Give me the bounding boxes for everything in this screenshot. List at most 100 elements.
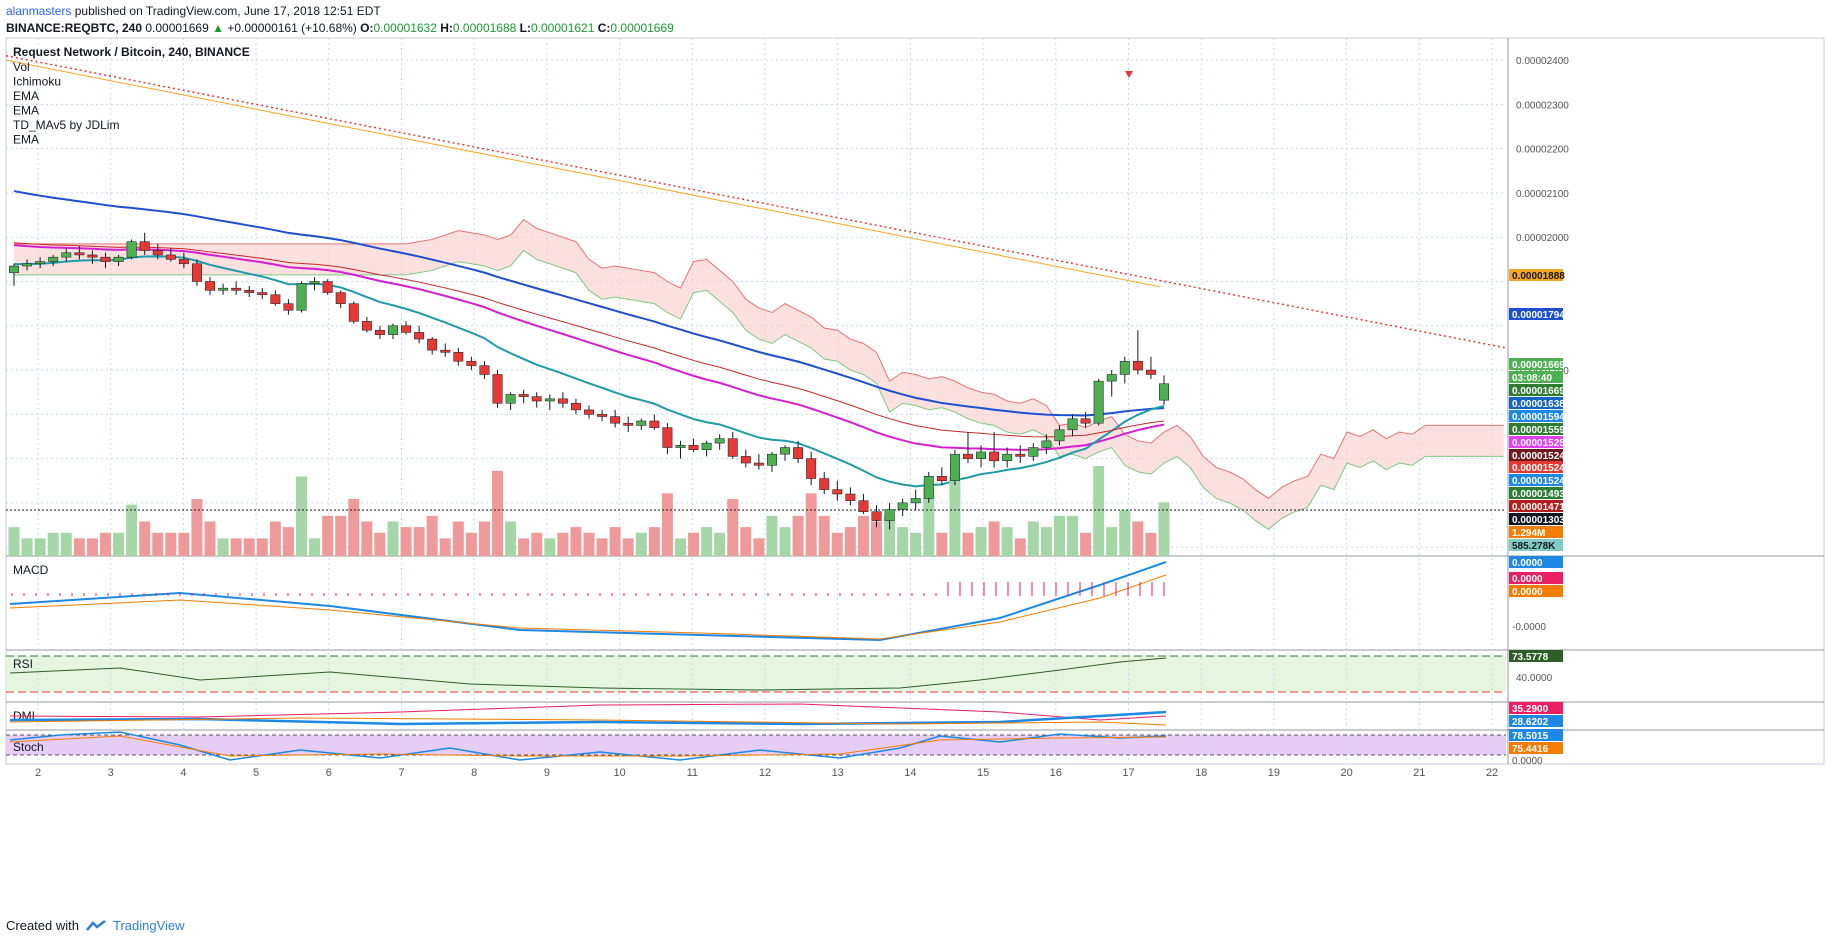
volume-bar [178, 532, 190, 556]
price-label: 0.00001524 [1509, 449, 1565, 462]
volume-bar [1014, 538, 1026, 556]
candle [283, 299, 294, 315]
rsi-level-label: 40.0000 [1516, 673, 1553, 684]
candle [989, 432, 1000, 468]
cloud-span-b [14, 249, 1504, 531]
candle [152, 243, 163, 260]
volume-bar [1053, 515, 1065, 556]
price-label: 0.00001669 [1509, 384, 1565, 397]
candle [976, 445, 986, 468]
volume-bar [674, 538, 686, 556]
candle [662, 423, 673, 455]
svg-text:0.00001888: 0.00001888 [1512, 271, 1565, 282]
volume-bar [740, 527, 752, 556]
volume-bar [230, 538, 242, 556]
pane-name: MACD [13, 563, 49, 577]
volume-bar [857, 515, 869, 556]
volume-bar [1027, 521, 1039, 556]
x-tick-label: 13 [832, 767, 844, 779]
volume-bar [1040, 527, 1052, 556]
candle [688, 438, 699, 452]
candle [584, 405, 594, 419]
volume-bar [322, 515, 334, 556]
ema-teal [13, 255, 1165, 488]
candle [48, 254, 59, 267]
volume-bar [779, 527, 791, 556]
candle [1106, 370, 1117, 397]
volume-bar [86, 538, 98, 556]
indicator-label: EMA [13, 89, 39, 103]
ema-red [13, 242, 1165, 438]
volume-bar [792, 515, 804, 556]
volume-bar [544, 538, 556, 556]
tradingview-brand[interactable]: TradingView [112, 918, 185, 933]
volume-bar [505, 521, 517, 556]
candle [1067, 414, 1078, 437]
candle [936, 467, 947, 486]
candle [61, 248, 72, 262]
footer: Created with TradingView [6, 918, 185, 933]
ema-long [5, 59, 1161, 288]
candle [100, 252, 111, 269]
price-label: 1.294M [1509, 526, 1563, 539]
candle [178, 252, 189, 269]
created-with-text: Created with [6, 918, 79, 933]
volume-bar [296, 476, 307, 556]
candle [610, 409, 621, 428]
candle [1054, 425, 1065, 446]
dmi-label: 28.6202 [1509, 715, 1563, 728]
volume-bar [361, 521, 373, 556]
volume-bar [1119, 510, 1131, 556]
volume-bar [949, 476, 961, 556]
x-tick-label: 3 [108, 767, 114, 779]
pane-name: Stoch [13, 740, 44, 754]
x-tick-label: 7 [398, 767, 404, 779]
macd-signal [9, 574, 1167, 640]
svg-text:73.5778: 73.5778 [1512, 652, 1549, 663]
dmi-minus [9, 717, 1167, 726]
candle [401, 321, 412, 335]
y-tick-label: 0.00002100 [1516, 189, 1569, 200]
x-tick-label: 5 [253, 767, 259, 779]
y-tick-label: 0.00002200 [1516, 145, 1569, 156]
candle [570, 398, 581, 415]
candle [793, 440, 804, 464]
x-tick-label: 11 [687, 767, 698, 779]
volume-bar [465, 532, 477, 556]
x-tick-label: 21 [1413, 767, 1425, 779]
cloud-span-a [14, 218, 1504, 500]
volume-bar [661, 493, 673, 556]
ichimoku-cloud [14, 219, 1504, 530]
volume-bar [936, 532, 948, 556]
volume-bar [818, 515, 830, 556]
candle [113, 254, 124, 267]
macd-line [9, 561, 1167, 642]
volume-bar [1145, 532, 1157, 556]
candle [832, 480, 843, 501]
volume-bar [191, 499, 203, 556]
volume-bar [988, 521, 1000, 556]
candle [296, 281, 307, 313]
candle [1002, 447, 1013, 468]
author-link[interactable]: alanmasters [6, 4, 72, 18]
volume-bar [99, 532, 111, 556]
tradingview-logo-icon [86, 919, 106, 931]
candle [374, 325, 385, 340]
open-value: 0.00001632 [373, 21, 437, 35]
price-label: 0.00001524 [1509, 461, 1565, 474]
volume-bar [60, 532, 72, 556]
volume-bar [139, 521, 151, 556]
volume-bar [47, 532, 59, 556]
stoch-k [9, 731, 1167, 761]
candle [348, 301, 359, 324]
y-tick-label: 0.00002400 [1516, 56, 1569, 67]
volume-bar [439, 538, 451, 556]
x-tick-label: 17 [1122, 767, 1134, 779]
price-label: 03:08:40 [1509, 371, 1563, 384]
candle [910, 489, 921, 510]
svg-text:28.6202: 28.6202 [1512, 717, 1549, 728]
price-label: 0.00001559 [1509, 423, 1565, 436]
svg-text:0.0000: 0.0000 [1512, 587, 1543, 598]
candle [492, 370, 503, 408]
